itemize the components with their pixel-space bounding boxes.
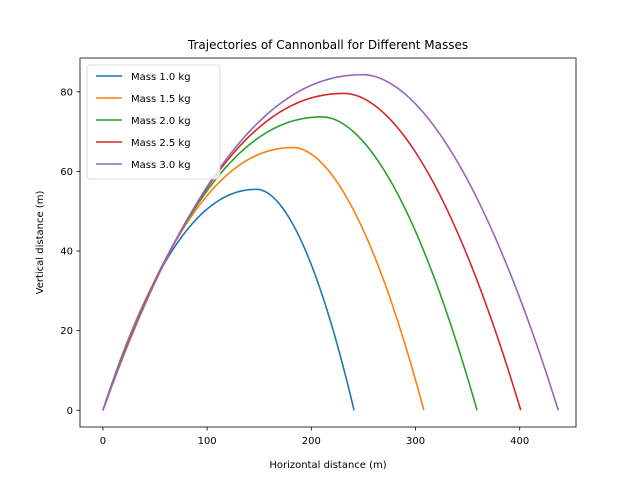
legend-label: Mass 2.0 kg [131,116,191,127]
x-tick-label: 0 [100,436,106,447]
plot-frame [79,57,577,428]
y-tick-label: 20 [60,326,73,337]
y-tick-label: 60 [60,167,73,178]
x-tick-label: 100 [198,436,217,447]
y-tick-label: 40 [60,247,73,258]
y-axis-label: Vertical distance (m) [35,191,46,295]
legend-label: Mass 1.0 kg [131,72,191,83]
series-line [102,146,425,411]
legend-label: Mass 3.0 kg [131,160,191,171]
y-tick-label: 0 [67,406,73,417]
series-line [102,188,355,411]
x-axis-label: Horizontal distance (m) [269,460,386,471]
series-line [102,73,560,411]
legend: Mass 1.0 kg Mass 1.5 kg Mass 2.0 kg Mass 2.… [86,64,221,180]
x-tick-label: 300 [406,436,425,447]
legend-box [86,64,221,180]
x-tick-label: 400 [510,436,529,447]
chart-title: Trajectories of Cannonball for Different… [187,38,468,52]
legend-label: Mass 2.5 kg [131,138,191,149]
legend-label: Mass 1.5 kg [131,94,191,105]
y-tick-label: 80 [60,87,73,98]
x-tick-label: 200 [302,436,321,447]
